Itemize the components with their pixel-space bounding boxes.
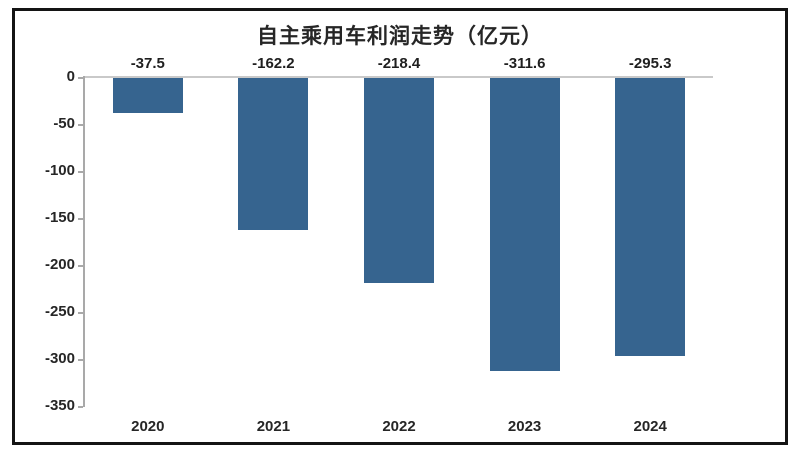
bar-value-label: -295.3 (628, 55, 672, 72)
bar (489, 78, 560, 371)
y-tick-mark (78, 265, 83, 267)
chart-card: 自主乘用车利润走势（亿元） 0 -50 -100 -150 -200 -250 -300 -3… (12, 8, 788, 445)
bar (615, 78, 686, 356)
y-axis-line (83, 76, 85, 407)
chart-title: 自主乘用车利润走势（亿元） (257, 25, 543, 48)
x-tick-label: 2023 (507, 418, 542, 435)
zero-baseline (85, 76, 713, 78)
y-tick-label: -250 (44, 303, 75, 320)
y-tick-mark (78, 406, 83, 408)
bar (112, 78, 183, 114)
bar-value-label: -311.6 (503, 55, 546, 72)
y-tick-label: 0 (66, 68, 75, 85)
bar (238, 78, 309, 231)
bar (364, 78, 434, 284)
bar-value-label: -37.5 (130, 55, 165, 72)
x-tick-label: 2021 (256, 418, 291, 435)
y-tick-label: -150 (44, 209, 75, 226)
x-tick-label: 2020 (131, 418, 165, 435)
y-tick-mark (78, 312, 83, 314)
x-tick-label: 2022 (382, 418, 416, 435)
x-tick-label: 2024 (633, 418, 667, 435)
y-tick-label: -200 (44, 256, 75, 273)
plot-area: 0 -50 -100 -150 -200 -250 -300 -350 -37.5 2020 -1… (45, 55, 713, 435)
y-tick-mark (78, 77, 83, 79)
y-tick-mark (78, 124, 83, 126)
y-tick-label: -50 (53, 115, 75, 132)
y-tick-label: -100 (44, 162, 75, 179)
y-tick-mark (78, 359, 83, 361)
y-tick-mark (78, 171, 83, 173)
y-tick-mark (78, 218, 83, 220)
bar-value-label: -218.4 (377, 55, 421, 72)
bar-value-label: -162.2 (252, 55, 295, 72)
y-tick-label: -300 (44, 350, 75, 367)
y-tick-label: -350 (44, 397, 75, 414)
